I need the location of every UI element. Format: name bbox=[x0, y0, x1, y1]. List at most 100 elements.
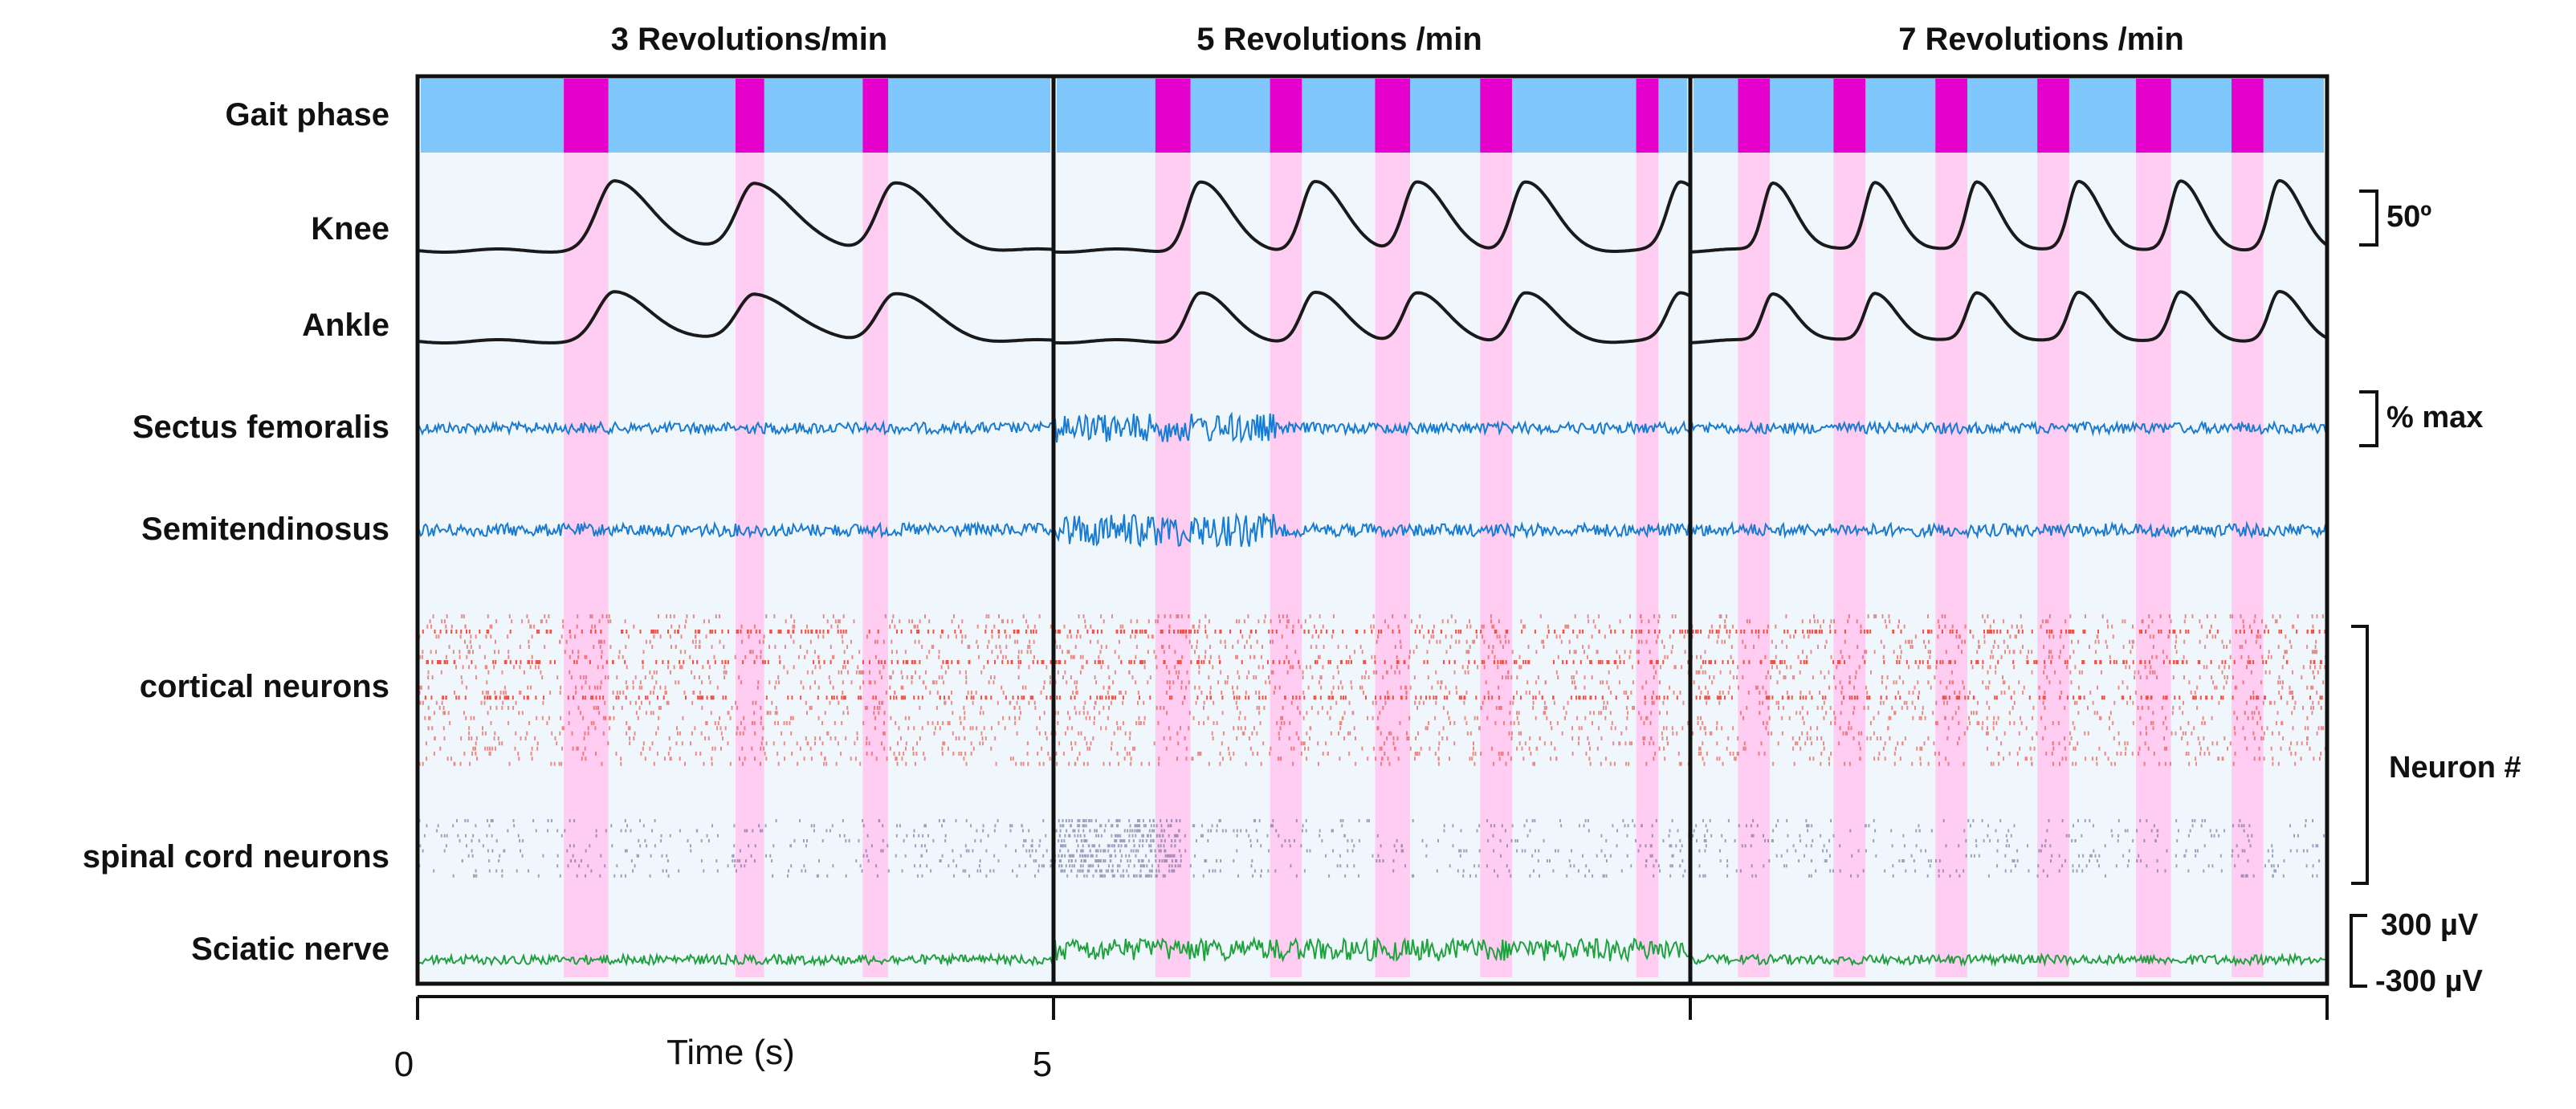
stance-band bbox=[2037, 153, 2069, 977]
stance-band bbox=[1636, 153, 1659, 977]
cortical-raster-row bbox=[1703, 761, 2297, 766]
ankle-trace bbox=[417, 290, 1054, 345]
cortical-raster-row bbox=[1702, 756, 2321, 761]
cortical-raster-row bbox=[1066, 726, 1684, 731]
row-label-sectus-femoralis: Sectus femoralis bbox=[132, 410, 389, 445]
spinal-raster-row bbox=[436, 829, 1030, 833]
semitendinosus-trace bbox=[417, 520, 1054, 540]
row-label-semitendinosus: Semitendinosus bbox=[141, 512, 389, 547]
cortical-raster-row bbox=[1055, 660, 1691, 664]
row-label-knee: Knee bbox=[311, 211, 389, 247]
stance-band bbox=[1270, 153, 1302, 977]
gait-stance-block bbox=[1270, 79, 1302, 153]
spinal-raster-row bbox=[1698, 864, 2314, 868]
gait-phase-bar bbox=[1057, 79, 1687, 153]
spinal-raster-row bbox=[423, 834, 1047, 838]
angle-scale-label: 50º bbox=[2386, 200, 2431, 234]
cortical-raster-row bbox=[418, 700, 1036, 705]
gait-stance-block bbox=[1833, 79, 1866, 153]
spinal-raster-row bbox=[422, 849, 1048, 853]
gait-stance-block bbox=[1375, 79, 1411, 153]
spinal-raster-row bbox=[1060, 844, 1683, 848]
spinal-raster bbox=[1053, 819, 1690, 878]
cortical-raster-row bbox=[1739, 711, 2313, 716]
ankle-trace bbox=[1689, 289, 2328, 345]
cortical-raster-row bbox=[434, 736, 1048, 740]
cortical-raster bbox=[417, 614, 1054, 766]
cortical-raster-row bbox=[1058, 741, 1691, 746]
stance-band bbox=[2136, 153, 2171, 977]
sectus-femoralis-trace bbox=[1053, 411, 1691, 444]
cortical-raster-row bbox=[1072, 691, 1681, 695]
stance-band bbox=[564, 153, 609, 977]
stance-band bbox=[1833, 153, 1866, 977]
stance-band bbox=[1375, 153, 1411, 977]
cortical-raster-row bbox=[1071, 746, 1665, 751]
cortical-raster-row bbox=[1061, 650, 1686, 654]
cortical-raster-row bbox=[1697, 716, 2309, 720]
cortical-raster-row bbox=[1702, 741, 2309, 746]
knee-trace bbox=[417, 179, 1054, 254]
cortical-raster-row bbox=[422, 630, 1037, 634]
spinal-raster-row bbox=[1058, 839, 1681, 842]
spinal-raster-row bbox=[461, 859, 1052, 862]
cortical-raster-row bbox=[1057, 670, 1689, 675]
gait-stance-block bbox=[862, 79, 889, 153]
spinal-raster-row bbox=[1735, 869, 2277, 873]
cortical-raster-row bbox=[1730, 645, 2317, 649]
stance-band bbox=[736, 153, 764, 977]
cortical-raster-row bbox=[424, 716, 1041, 720]
cortical-raster-row bbox=[1692, 731, 2318, 736]
panel-3 bbox=[1688, 74, 2329, 986]
spinal-raster-row bbox=[426, 824, 1023, 828]
spinal-raster-row bbox=[1719, 859, 2321, 862]
panel-title-2: 5 Revolutions /min bbox=[1196, 22, 1482, 57]
panel-title-1: 3 Revolutions/min bbox=[611, 22, 888, 57]
cortical-raster-row bbox=[1693, 680, 2325, 685]
stance-band bbox=[2232, 153, 2264, 977]
cortical-raster-row bbox=[433, 711, 1045, 716]
gait-stance-block bbox=[1480, 79, 1512, 153]
cortical-raster-row bbox=[1700, 665, 2326, 670]
spinal-raster-row bbox=[459, 839, 1041, 842]
gait-stance-block bbox=[564, 79, 609, 153]
cortical-raster-row bbox=[424, 695, 1052, 700]
cortical-raster-row bbox=[1692, 630, 2326, 634]
sciatic-nerve-trace bbox=[1689, 952, 2328, 968]
cortical-raster-row bbox=[1690, 695, 2323, 700]
row-label-spinal-cord-neurons: spinal cord neurons bbox=[83, 839, 389, 875]
cortical-raster-row bbox=[1056, 695, 1690, 700]
panel-1 bbox=[415, 74, 1056, 986]
cortical-raster-row bbox=[426, 624, 1052, 629]
cortical-raster-row bbox=[449, 721, 1017, 725]
gait-stance-block bbox=[736, 79, 764, 153]
spinal-raster-row bbox=[1698, 849, 2309, 853]
cortical-raster-row bbox=[1055, 752, 1680, 756]
cortical-raster-row bbox=[1078, 614, 1677, 618]
gait-stance-block bbox=[1636, 79, 1659, 153]
spinal-raster-row bbox=[1775, 854, 2274, 858]
knee-trace bbox=[1689, 178, 2329, 254]
row-label-gait-phase: Gait phase bbox=[225, 97, 389, 133]
gait-stance-block bbox=[1935, 79, 1967, 153]
spinal-raster-row bbox=[1054, 869, 1686, 873]
cortical-raster-row bbox=[1727, 736, 2328, 740]
cortical-raster-row bbox=[1053, 675, 1655, 679]
cortical-raster-row bbox=[1084, 736, 1668, 740]
stance-band bbox=[1155, 153, 1191, 977]
neuron-scale-label: Neuron # bbox=[2389, 751, 2521, 785]
cortical-raster-row bbox=[426, 660, 1052, 664]
spinal-raster bbox=[418, 819, 1054, 878]
cortical-raster-row bbox=[1746, 706, 2322, 710]
cortical-raster-row bbox=[1057, 721, 1690, 725]
cortical-raster-row bbox=[1691, 624, 2328, 629]
spinal-raster-row bbox=[419, 844, 1041, 848]
cortical-raster-row bbox=[1056, 761, 1689, 766]
cortical-raster-row bbox=[422, 650, 1032, 654]
cortical-raster-row bbox=[1704, 650, 2318, 654]
cortical-raster-row bbox=[432, 614, 1041, 618]
cortical-raster-row bbox=[1697, 721, 2284, 725]
row-label-sciatic-nerve: Sciatic nerve bbox=[191, 932, 389, 967]
cortical-raster-row bbox=[1695, 670, 2328, 675]
semitendinosus-trace bbox=[1053, 512, 1691, 548]
